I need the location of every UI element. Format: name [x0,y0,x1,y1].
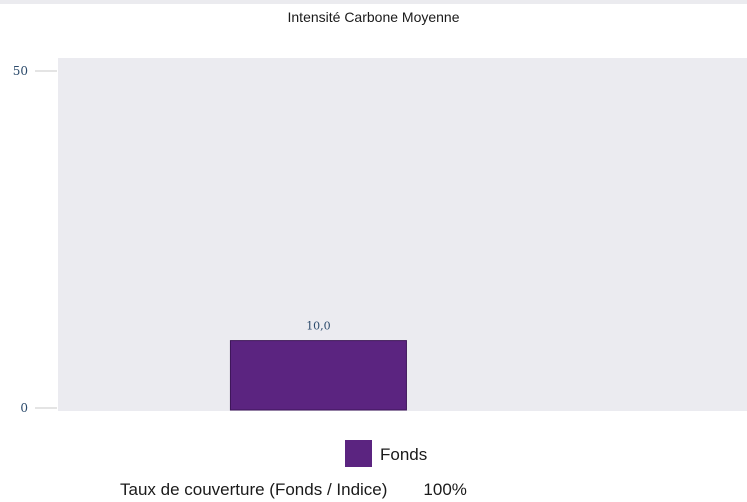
bar-chart: 0 50 10,0 [13,58,747,415]
coverage-rate: Taux de couverture (Fonds / Indice) 100% [120,480,467,500]
y-axis: 0 50 [13,64,57,415]
chart-title: Intensité Carbone Moyenne [287,9,460,25]
bar-fonds[interactable] [229,340,407,411]
coverage-value: 100% [423,480,467,499]
legend[interactable]: Fonds [345,438,427,468]
y-tick-label: 0 [20,401,28,415]
coverage-label: Taux de couverture (Fonds / Indice) [120,480,388,499]
top-strip [0,0,747,4]
legend-label-fonds: Fonds [380,445,428,464]
data-label: 10,0 [306,320,331,333]
bars: 10,0 [229,320,407,411]
legend-swatch-fonds [345,439,372,467]
y-tick-label: 50 [13,64,28,78]
